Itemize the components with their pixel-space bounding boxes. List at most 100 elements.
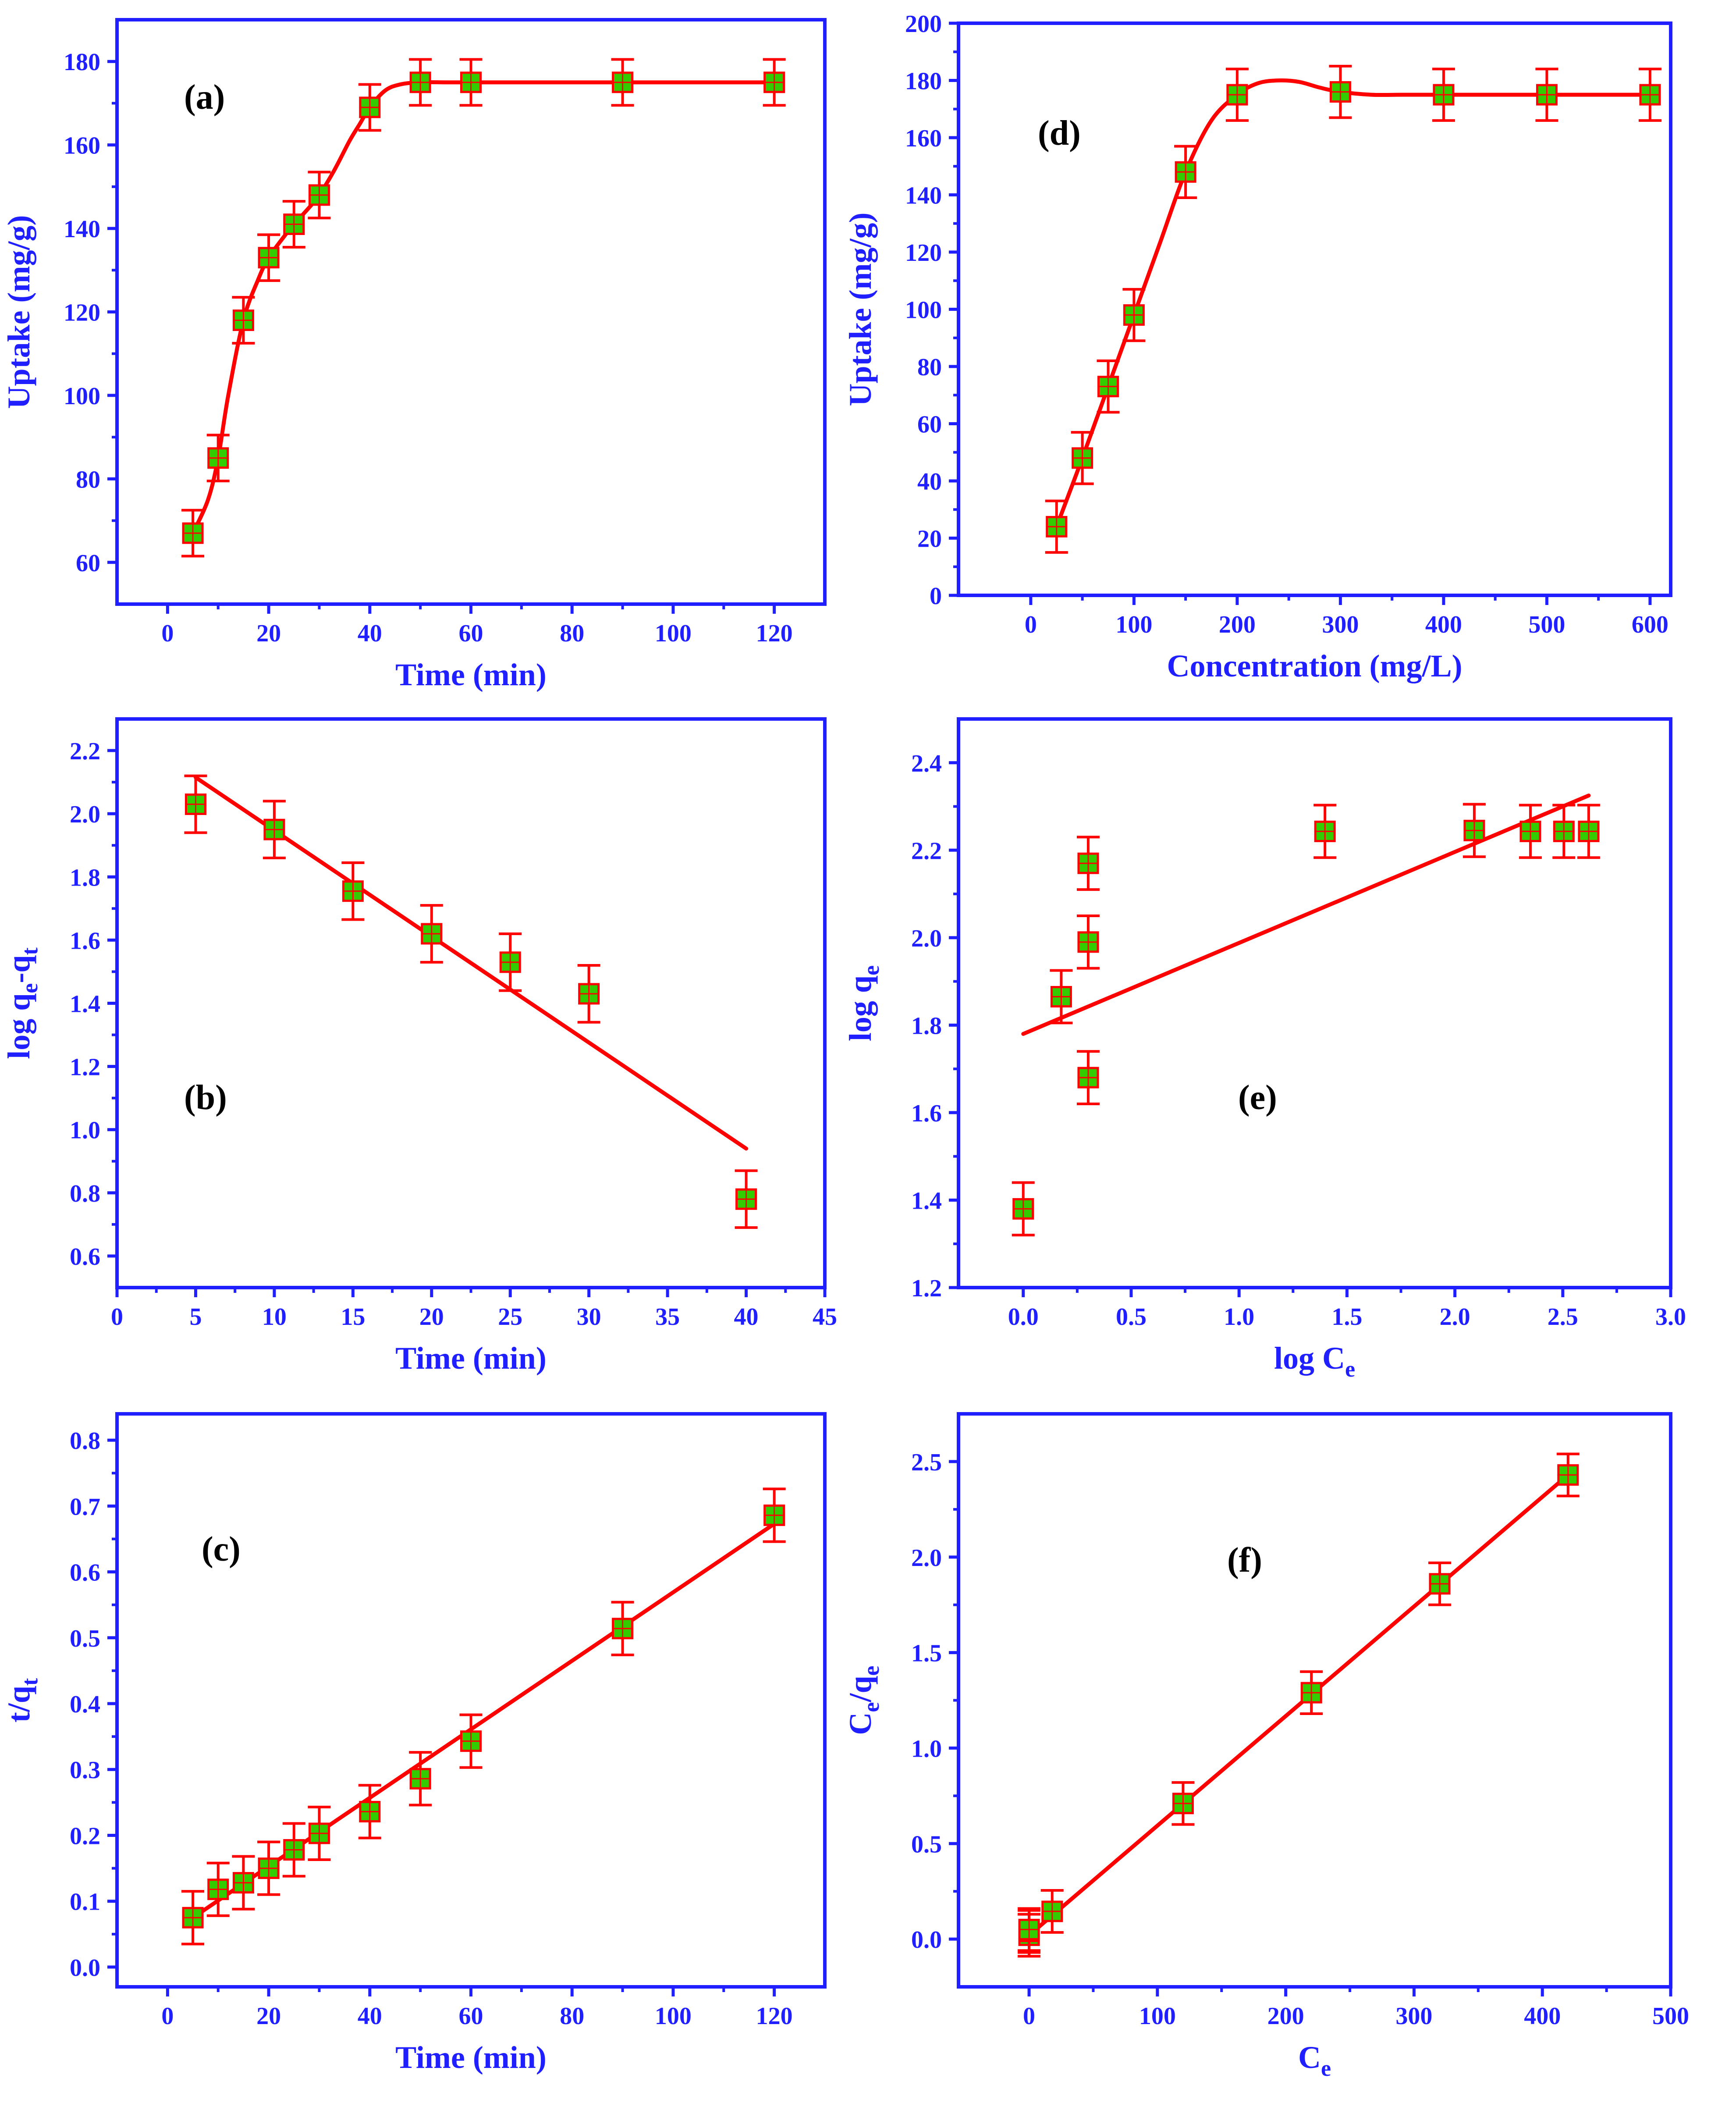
x-tick-label: 0 bbox=[111, 1303, 123, 1331]
data-point bbox=[1077, 1067, 1099, 1089]
plot-frame bbox=[957, 717, 1672, 1289]
y-tick-label: 100 bbox=[64, 383, 100, 410]
y-tick-label: 160 bbox=[64, 132, 100, 160]
y-tick-label: 60 bbox=[76, 550, 100, 577]
y-tick-label: 0.8 bbox=[70, 1180, 100, 1207]
data-point bbox=[1578, 820, 1600, 842]
y-tick-label: 1.0 bbox=[911, 1735, 942, 1762]
data-point bbox=[182, 522, 204, 544]
y-tick-label: 1.6 bbox=[911, 1100, 942, 1127]
x-tick-label: 100 bbox=[655, 2003, 692, 2030]
x-tick-label: 0 bbox=[1025, 611, 1037, 638]
x-tick-label: 600 bbox=[1632, 611, 1669, 638]
y-tick-label: 140 bbox=[905, 182, 942, 210]
x-axis-title: Time (min) bbox=[395, 657, 547, 692]
y-tick-label: 1.6 bbox=[70, 927, 100, 954]
data-point bbox=[1077, 852, 1099, 874]
x-tick-label: 20 bbox=[256, 2003, 281, 2030]
y-tick-label: 1.8 bbox=[911, 1012, 942, 1039]
y-tick-label: 2.2 bbox=[911, 837, 942, 865]
x-tick-label: 0 bbox=[161, 2003, 174, 2030]
y-axis-title: t/qt bbox=[1, 1678, 43, 1722]
data-point bbox=[1519, 820, 1541, 842]
x-tick-label: 60 bbox=[459, 2003, 483, 2030]
y-tick-label: 140 bbox=[64, 216, 100, 243]
x-tick-label: 1.5 bbox=[1331, 1303, 1362, 1331]
fit-line bbox=[1021, 794, 1591, 1036]
plot-frame bbox=[115, 1412, 827, 1989]
data-point bbox=[232, 1872, 254, 1894]
x-tick-label: 30 bbox=[577, 1303, 601, 1331]
y-tick-label: 60 bbox=[917, 411, 942, 438]
y-tick-label: 2.5 bbox=[911, 1449, 942, 1476]
x-tick-label: 400 bbox=[1425, 611, 1462, 638]
x-tick-label: 2.0 bbox=[1440, 1303, 1470, 1331]
data-point bbox=[283, 1839, 305, 1861]
data-point bbox=[1463, 819, 1485, 841]
x-tick-label: 35 bbox=[655, 1303, 680, 1331]
data-point bbox=[1041, 1900, 1063, 1922]
x-tick-label: 200 bbox=[1267, 2003, 1304, 2030]
panel-label: (a) bbox=[184, 78, 225, 117]
y-axis-title: Uptake (mg/g) bbox=[843, 213, 878, 406]
data-point bbox=[207, 1879, 229, 1900]
x-axis-title: Concentration (mg/L) bbox=[1167, 648, 1463, 683]
y-tick-label: 0.3 bbox=[70, 1757, 100, 1784]
x-axis-title: log Ce bbox=[1274, 1341, 1355, 1382]
plot-frame bbox=[115, 717, 827, 1289]
data-point bbox=[1536, 84, 1558, 106]
x-tick-label: 60 bbox=[459, 620, 483, 647]
data-point bbox=[421, 923, 443, 945]
x-tick-label: 40 bbox=[358, 2003, 382, 2030]
y-tick-label: 160 bbox=[905, 125, 942, 152]
y-tick-label: 80 bbox=[917, 354, 942, 381]
x-tick-label: 100 bbox=[1115, 611, 1152, 638]
y-tick-label: 0.8 bbox=[70, 1427, 100, 1455]
data-point bbox=[763, 1504, 785, 1526]
data-point bbox=[258, 247, 280, 269]
y-tick-label: 2.0 bbox=[911, 925, 942, 952]
data-point bbox=[1329, 81, 1351, 103]
chart-panel-d: 0 100 200 300 400 500 600 0 20 40 60 80 100 120 140 160… bbox=[843, 11, 1672, 683]
x-tick-label: 80 bbox=[560, 2003, 584, 2030]
x-tick-label: 40 bbox=[734, 1303, 759, 1331]
y-axis-title: log qe-qt bbox=[1, 947, 43, 1059]
data-point bbox=[1123, 304, 1145, 326]
x-tick-label: 0 bbox=[161, 620, 174, 647]
x-axis-title: Time (min) bbox=[395, 1341, 547, 1376]
data-point bbox=[182, 1907, 204, 1929]
chart-panel-e: 0.0 0.5 1.0 1.5 2.0 2.5 3.0 1.2 1.4 1.6 1.8 2.0 2.2 2… bbox=[843, 717, 1686, 1382]
x-tick-label: 5 bbox=[189, 1303, 202, 1331]
fit-line bbox=[193, 775, 749, 1151]
y-tick-label: 0.7 bbox=[70, 1493, 100, 1520]
y-axis-title: Uptake (mg/g) bbox=[1, 215, 36, 409]
data-point bbox=[308, 1822, 330, 1844]
chart-panel-c: 0 20 40 60 80 100 120 0.0 0.1 0.2 0.3 0.4 0.5 0.6 0.7 0… bbox=[1, 1412, 827, 2075]
y-tick-label: 1.2 bbox=[911, 1275, 942, 1302]
data-point bbox=[460, 71, 482, 93]
fit-line bbox=[191, 80, 777, 535]
y-tick-label: 180 bbox=[905, 68, 942, 95]
y-axis-title: log qe bbox=[843, 965, 884, 1041]
x-tick-label: 20 bbox=[419, 1303, 444, 1331]
y-tick-label: 0.5 bbox=[70, 1625, 100, 1652]
x-tick-label: 400 bbox=[1524, 2003, 1561, 2030]
data-point bbox=[1072, 447, 1093, 469]
panel-label: (f) bbox=[1227, 1541, 1262, 1580]
y-tick-label: 0 bbox=[930, 583, 942, 610]
data-point bbox=[185, 794, 206, 815]
y-tick-label: 1.2 bbox=[70, 1054, 100, 1081]
x-tick-label: 3.0 bbox=[1655, 1303, 1686, 1331]
x-tick-label: 15 bbox=[341, 1303, 365, 1331]
x-tick-label: 300 bbox=[1395, 2003, 1432, 2030]
y-tick-label: 100 bbox=[905, 297, 942, 324]
y-axis-title: Ce/qe bbox=[843, 1665, 884, 1735]
data-point bbox=[1639, 84, 1661, 106]
chart-panel-f: 0 100 200 300 400 500 0.0 0.5 1.0 1.5 2.0 2.5 Ce Ce/q… bbox=[843, 1412, 1689, 2081]
x-tick-label: 500 bbox=[1652, 2003, 1689, 2030]
y-tick-label: 1.8 bbox=[70, 864, 100, 891]
data-point bbox=[460, 1730, 482, 1752]
x-axis-title: Time (min) bbox=[395, 2040, 547, 2075]
data-point bbox=[735, 1188, 757, 1210]
panel-label: (d) bbox=[1038, 114, 1081, 153]
